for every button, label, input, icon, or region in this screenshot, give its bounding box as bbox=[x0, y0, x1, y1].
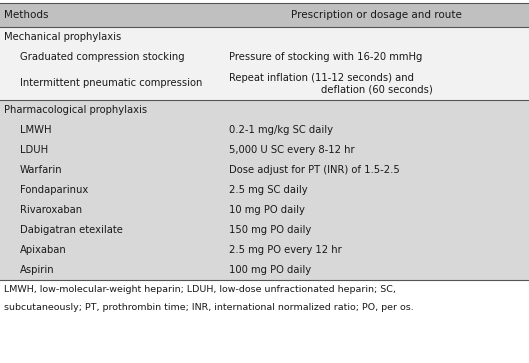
Bar bbox=[0, 220, 529, 240]
Bar bbox=[0, 240, 529, 260]
Text: 100 mg PO daily: 100 mg PO daily bbox=[229, 265, 311, 275]
Text: Warfarin: Warfarin bbox=[20, 165, 63, 175]
Bar bbox=[0, 67, 529, 100]
Text: 10 mg PO daily: 10 mg PO daily bbox=[229, 205, 305, 215]
Text: Intermittent pneumatic compression: Intermittent pneumatic compression bbox=[20, 78, 203, 89]
Bar bbox=[0, 27, 529, 47]
Bar bbox=[0, 3, 529, 27]
Text: Fondaparinux: Fondaparinux bbox=[20, 185, 88, 195]
Text: Apixaban: Apixaban bbox=[20, 245, 67, 255]
Bar bbox=[0, 100, 529, 120]
Text: Pharmacological prophylaxis: Pharmacological prophylaxis bbox=[4, 105, 148, 115]
Text: Pressure of stocking with 16-20 mmHg: Pressure of stocking with 16-20 mmHg bbox=[229, 52, 423, 62]
Text: Rivaroxaban: Rivaroxaban bbox=[20, 205, 82, 215]
Text: 150 mg PO daily: 150 mg PO daily bbox=[229, 225, 311, 235]
Bar bbox=[0, 200, 529, 220]
Text: Dose adjust for PT (INR) of 1.5-2.5: Dose adjust for PT (INR) of 1.5-2.5 bbox=[229, 165, 400, 175]
Text: subcutaneously; PT, prothrombin time; INR, international normalized ratio; PO, p: subcutaneously; PT, prothrombin time; IN… bbox=[4, 303, 414, 312]
Text: 2.5 mg PO every 12 hr: 2.5 mg PO every 12 hr bbox=[229, 245, 342, 255]
Text: Methods: Methods bbox=[4, 10, 49, 20]
Text: 2.5 mg SC daily: 2.5 mg SC daily bbox=[229, 185, 308, 195]
Text: Repeat inflation (11-12 seconds) and: Repeat inflation (11-12 seconds) and bbox=[229, 73, 414, 83]
Text: Prescription or dosage and route: Prescription or dosage and route bbox=[291, 10, 462, 20]
Text: 0.2-1 mg/kg SC daily: 0.2-1 mg/kg SC daily bbox=[229, 125, 333, 135]
Text: Graduated compression stocking: Graduated compression stocking bbox=[20, 52, 185, 62]
Text: LDUH: LDUH bbox=[20, 145, 48, 155]
Bar bbox=[0, 140, 529, 160]
Bar bbox=[0, 260, 529, 280]
Text: Dabigatran etexilate: Dabigatran etexilate bbox=[20, 225, 123, 235]
Text: deflation (60 seconds): deflation (60 seconds) bbox=[321, 84, 433, 94]
Text: Aspirin: Aspirin bbox=[20, 265, 54, 275]
Text: 5,000 U SC every 8-12 hr: 5,000 U SC every 8-12 hr bbox=[229, 145, 354, 155]
Bar bbox=[0, 47, 529, 67]
Text: LMWH, low-molecular-weight heparin; LDUH, low-dose unfractionated heparin; SC,: LMWH, low-molecular-weight heparin; LDUH… bbox=[4, 285, 396, 294]
Text: LMWH: LMWH bbox=[20, 125, 52, 135]
Bar bbox=[0, 120, 529, 140]
Bar bbox=[0, 180, 529, 200]
Bar bbox=[0, 160, 529, 180]
Text: Mechanical prophylaxis: Mechanical prophylaxis bbox=[4, 32, 122, 42]
